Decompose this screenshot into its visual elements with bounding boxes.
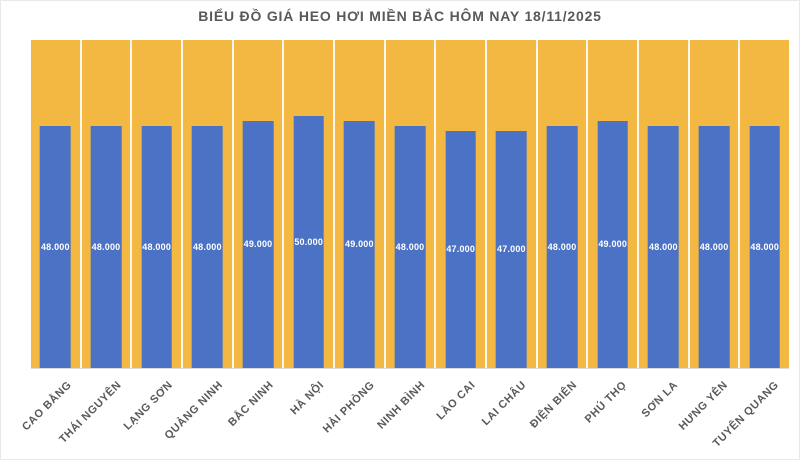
value-label: 48.000	[40, 241, 70, 252]
x-axis-cell: THÁI NGUYÊN	[58, 369, 133, 460]
x-axis-label: BẮC NINH	[225, 379, 276, 429]
price-bar: 48.000	[192, 125, 223, 368]
value-label: 48.000	[547, 241, 577, 252]
x-axis-cell: BẮC NINH	[226, 369, 284, 460]
value-label: 49.000	[243, 239, 273, 250]
x-axis-cell: HẢI PHÒNG	[321, 369, 385, 460]
category-column: 50.000	[284, 40, 336, 368]
value-label: 49.000	[344, 239, 374, 250]
x-axis-cell: LAI CHÂU	[479, 369, 537, 460]
x-axis-cell: SƠN LA	[637, 369, 688, 460]
x-axis-labels: CAO BẰNG THÁI NGUYÊN LẠNG SƠN QUẢNG NINH BẮC…	[20, 369, 789, 460]
x-axis-cell: NINH BÌNH	[375, 369, 436, 460]
category-column: 48.000	[385, 40, 437, 368]
category-column: 49.000	[588, 40, 640, 368]
price-bar: 48.000	[90, 125, 122, 368]
x-axis-cell: LÀO CAI	[435, 369, 486, 460]
price-bar: 49.000	[344, 120, 375, 368]
category-column: 47.000	[436, 40, 488, 368]
price-bar: 48.000	[141, 125, 172, 368]
x-axis-cell: HƯNG YÊN	[677, 369, 739, 460]
value-label: 49.000	[598, 239, 628, 250]
value-label: 48.000	[91, 241, 121, 252]
value-label: 47.000	[446, 244, 476, 255]
value-label: 47.000	[497, 244, 526, 255]
price-bar: 49.000	[242, 120, 274, 368]
price-bar: 49.000	[597, 120, 629, 368]
x-axis-cell: LẠNG SƠN	[121, 369, 183, 460]
value-label: 48.000	[699, 241, 729, 252]
x-axis-label: SƠN LA	[639, 379, 681, 421]
value-label: 48.000	[649, 241, 678, 252]
category-column: 48.000	[31, 40, 82, 368]
value-label: 48.000	[750, 241, 780, 252]
value-label: 48.000	[395, 241, 425, 252]
category-column: 49.000	[335, 40, 386, 368]
price-bar: 48.000	[698, 125, 730, 368]
x-axis-label: HÀ NỘI	[288, 379, 327, 418]
category-column: 48.000	[689, 40, 741, 368]
x-axis-cell: PHÚ THỌ	[583, 369, 638, 460]
plot-area: 48.000 48.000 48.000 48.000 49.000 50.000 49.0…	[31, 40, 790, 369]
category-column: 49.000	[233, 40, 285, 368]
price-bar: 48.000	[546, 125, 578, 368]
category-column: 48.000	[537, 40, 589, 368]
x-axis-cell: TUYÊN QUANG	[711, 369, 789, 460]
category-column: 48.000	[183, 40, 234, 368]
chart-title: BIỂU ĐỒ GIÁ HEO HƠI MIỀN BẮC HÔM NAY 18/…	[198, 8, 602, 24]
x-axis-cell: QUẢNG NINH	[162, 369, 234, 460]
category-column: 47.000	[487, 40, 538, 368]
category-column: 48.000	[740, 40, 790, 368]
value-label: 48.000	[192, 241, 222, 252]
price-bar: 48.000	[394, 125, 426, 368]
x-axis-cell: HÀ NỘI	[284, 369, 335, 460]
x-axis-cell: CAO BẰNG	[20, 369, 82, 460]
price-bar: 48.000	[40, 125, 71, 368]
category-column: 48.000	[81, 40, 133, 368]
x-axis-label: CAO BẰNG	[19, 379, 74, 434]
value-label: 48.000	[142, 241, 172, 252]
price-bar: 47.000	[496, 130, 527, 368]
value-label: 50.000	[294, 236, 324, 247]
x-axis-label: LAI CHÂU	[479, 379, 529, 429]
price-bar: 47.000	[445, 130, 477, 368]
price-bar: 48.000	[749, 125, 781, 368]
category-column: 48.000	[639, 40, 690, 368]
price-bar: 48.000	[648, 125, 679, 368]
category-column: 48.000	[132, 40, 184, 368]
price-bar: 50.000	[293, 115, 325, 368]
x-axis-cell: ĐIỆN BIÊN	[527, 369, 587, 460]
x-axis-label: PHÚ THỌ	[583, 379, 630, 426]
x-axis-label: LÀO CAI	[434, 379, 479, 423]
